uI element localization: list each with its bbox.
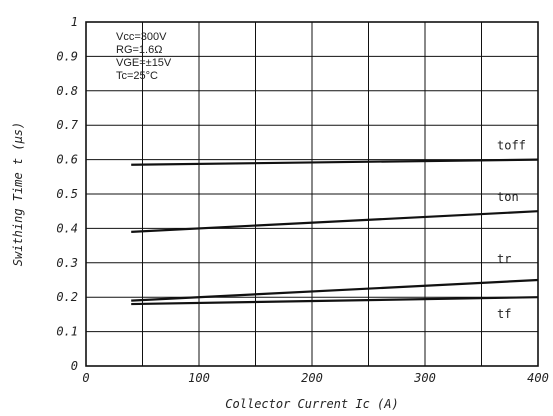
series-lines [131, 158, 539, 306]
series-label-tf: tf [497, 307, 511, 321]
y-tick-label: 0.7 [56, 118, 78, 132]
x-tick-label: 300 [413, 371, 436, 385]
x-tick-label: 100 [188, 371, 210, 385]
condition-vge: VGE=±15V [116, 57, 172, 69]
tick-labels: 0 0.1 0.2 0.3 0.4 0.5 0.6 0.7 0.8 0.9 1 0 100 200 300 4… [56, 15, 549, 385]
condition-tc: Tc=25°C [116, 70, 158, 82]
x-tick-label: 0 [82, 371, 89, 385]
condition-rg: RG=1.6Ω [116, 44, 162, 56]
series-line-toff [131, 158, 539, 166]
x-tick-label: 200 [301, 371, 323, 385]
y-axis-title: Swithing Time t (μs) [11, 122, 25, 267]
y-tick-label: 0.4 [56, 221, 78, 235]
y-tick-label: 0.1 [56, 325, 78, 339]
series-line-tf [131, 296, 539, 306]
plot-frame [85, 21, 539, 367]
y-tick-label: 0 [71, 359, 78, 373]
series-label-tr: tr [497, 252, 511, 266]
y-tick-label: 0.3 [56, 256, 78, 270]
y-tick-label: 0.5 [56, 187, 78, 201]
series-line-ton [131, 210, 539, 233]
y-tick-label: 0.9 [56, 49, 78, 63]
condition-vcc: Vcc=300V [116, 31, 167, 43]
series-label-ton: ton [497, 190, 519, 204]
y-tick-label: 1 [71, 15, 78, 29]
x-tick-label: 400 [527, 371, 549, 385]
conditions-box: Vcc=300V RG=1.6Ω VGE=±15V Tc=25°C [116, 31, 172, 82]
series-labels: toff ton tr tf [497, 139, 526, 322]
series-label-toff: toff [497, 139, 526, 153]
x-axis-title: Collector Current Ic (A) [225, 397, 398, 411]
series-line-tr [131, 278, 539, 302]
y-tick-label: 0.2 [56, 290, 78, 304]
y-tick-label: 0.6 [56, 153, 78, 167]
y-tick-label: 0.8 [56, 84, 78, 98]
